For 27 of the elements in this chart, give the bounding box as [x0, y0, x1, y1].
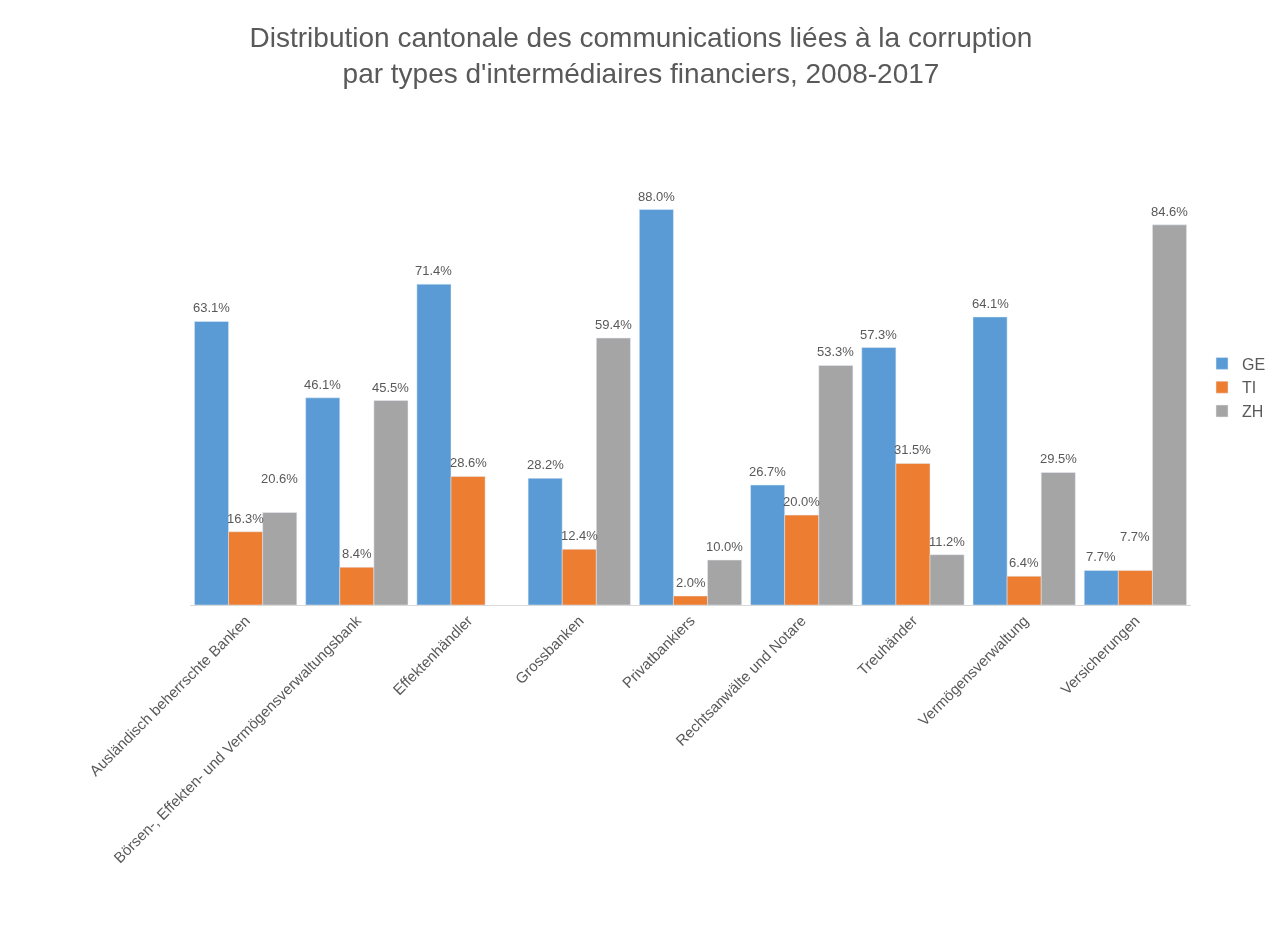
data-label: 12.4% [561, 528, 599, 543]
data-label: 10.0% [706, 539, 744, 554]
data-label: 88.0% [638, 189, 676, 204]
data-label: 59.4% [595, 317, 633, 332]
data-label: 57.3% [860, 327, 898, 342]
data-label: 45.5% [372, 380, 410, 395]
legend-label: TI [1242, 379, 1257, 397]
data-label: 28.2% [527, 457, 565, 472]
data-label: 29.5% [1040, 451, 1078, 466]
legend-label: GE [1242, 355, 1266, 373]
data-label: 16.3% [227, 511, 265, 526]
data-label: 71.4% [415, 263, 453, 278]
data-label: 8.4% [342, 546, 373, 561]
data-label: 7.7% [1086, 549, 1117, 564]
data-label: 20.6% [261, 471, 299, 486]
data-label: 2.0% [676, 575, 707, 590]
data-label: 11.2% [929, 534, 966, 549]
data-label: 84.6% [1151, 204, 1189, 219]
data-label: 46.1% [304, 377, 342, 392]
data-label: 7.7% [1120, 529, 1151, 544]
data-label: 64.1% [972, 296, 1010, 311]
data-label: 53.3% [817, 344, 855, 359]
legend-label: ZH [1242, 403, 1264, 421]
data-label: 6.4% [1009, 555, 1040, 570]
chart-title: Distribution cantonale des communications liées à la corruption par types d'intermédiaires financiers, 2008-2017 [249, 21, 1033, 90]
data-label: 63.1% [193, 300, 231, 315]
data-label: 26.7% [749, 464, 787, 479]
